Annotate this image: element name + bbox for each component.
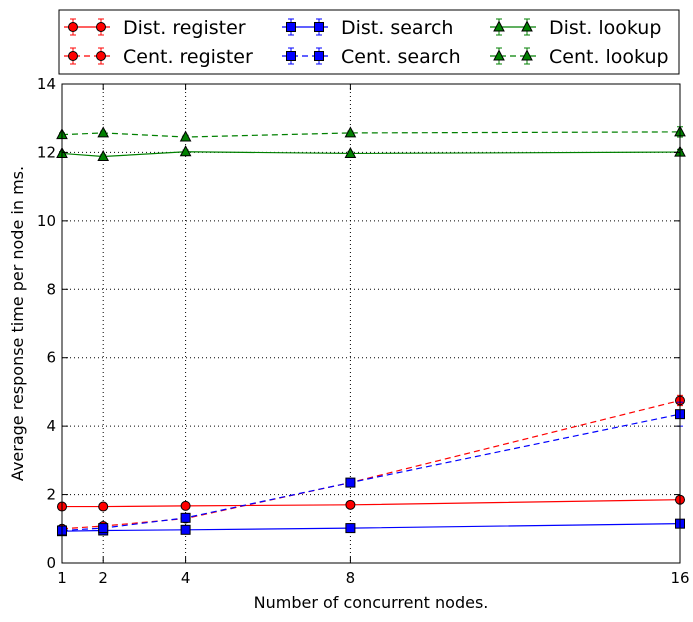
y-tick-label: 2	[46, 486, 56, 504]
legend-label: Dist. register	[123, 17, 246, 39]
data-point	[97, 149, 110, 162]
y-tick-label: 8	[46, 280, 56, 298]
data-point	[179, 130, 192, 142]
legend-marker	[521, 49, 533, 61]
data-point	[180, 512, 191, 523]
y-tick-label: 0	[46, 554, 56, 572]
legend-label: Dist. search	[341, 17, 453, 39]
legend-marker	[493, 20, 505, 32]
y-tick-label: 6	[46, 349, 56, 367]
legend-label: Cent. search	[341, 46, 461, 68]
legend-marker	[286, 22, 296, 32]
x-axis-label: Number of concurrent nodes.	[254, 593, 489, 612]
data-point	[179, 145, 192, 157]
legend-marker	[314, 51, 324, 61]
y-tick-label: 14	[37, 75, 56, 93]
data-point	[344, 126, 357, 138]
legend-item: Dist. search	[282, 17, 453, 39]
legend-item: Cent. lookup	[490, 46, 669, 68]
legend-item: Dist. lookup	[490, 17, 661, 39]
legend-item: Cent. register	[64, 46, 253, 68]
legend-marker	[68, 51, 78, 61]
x-tick-label: 2	[98, 569, 108, 587]
data-point	[345, 499, 356, 510]
legend-marker	[96, 51, 106, 61]
legend-item: Cent. search	[282, 46, 461, 68]
plot-frame	[61, 83, 681, 564]
series-layer	[56, 125, 686, 537]
y-tick-label: 12	[37, 143, 56, 161]
x-tick-label: 4	[181, 569, 191, 587]
data-point	[97, 126, 110, 138]
legend-box	[58, 9, 680, 75]
x-tick-label: 16	[670, 569, 689, 587]
legend-label: Cent. register	[123, 46, 253, 68]
x-tick-label: 1	[57, 569, 67, 587]
legend-label: Cent. lookup	[549, 46, 669, 68]
legend-marker	[96, 22, 106, 32]
legend: Dist. register Cent. register Dist. search…	[58, 9, 680, 75]
legend-marker	[493, 49, 505, 61]
data-point	[180, 524, 191, 535]
y-axis-label: Average response time per node in ms.	[8, 166, 27, 481]
y-tick-label: 10	[37, 212, 56, 230]
legend-marker	[286, 51, 296, 61]
legend-marker	[521, 20, 533, 32]
data-point	[98, 523, 109, 534]
legend-marker	[314, 22, 324, 32]
legend-item: Dist. register	[64, 17, 246, 39]
y-tick-label: 4	[46, 417, 56, 435]
data-point	[345, 477, 356, 488]
x-tick-label: 8	[346, 569, 356, 587]
data-point	[180, 500, 191, 511]
data-point	[344, 146, 357, 158]
data-point	[98, 501, 109, 512]
legend-label: Dist. lookup	[549, 17, 661, 39]
legend-marker	[68, 22, 78, 32]
data-point	[345, 523, 356, 534]
